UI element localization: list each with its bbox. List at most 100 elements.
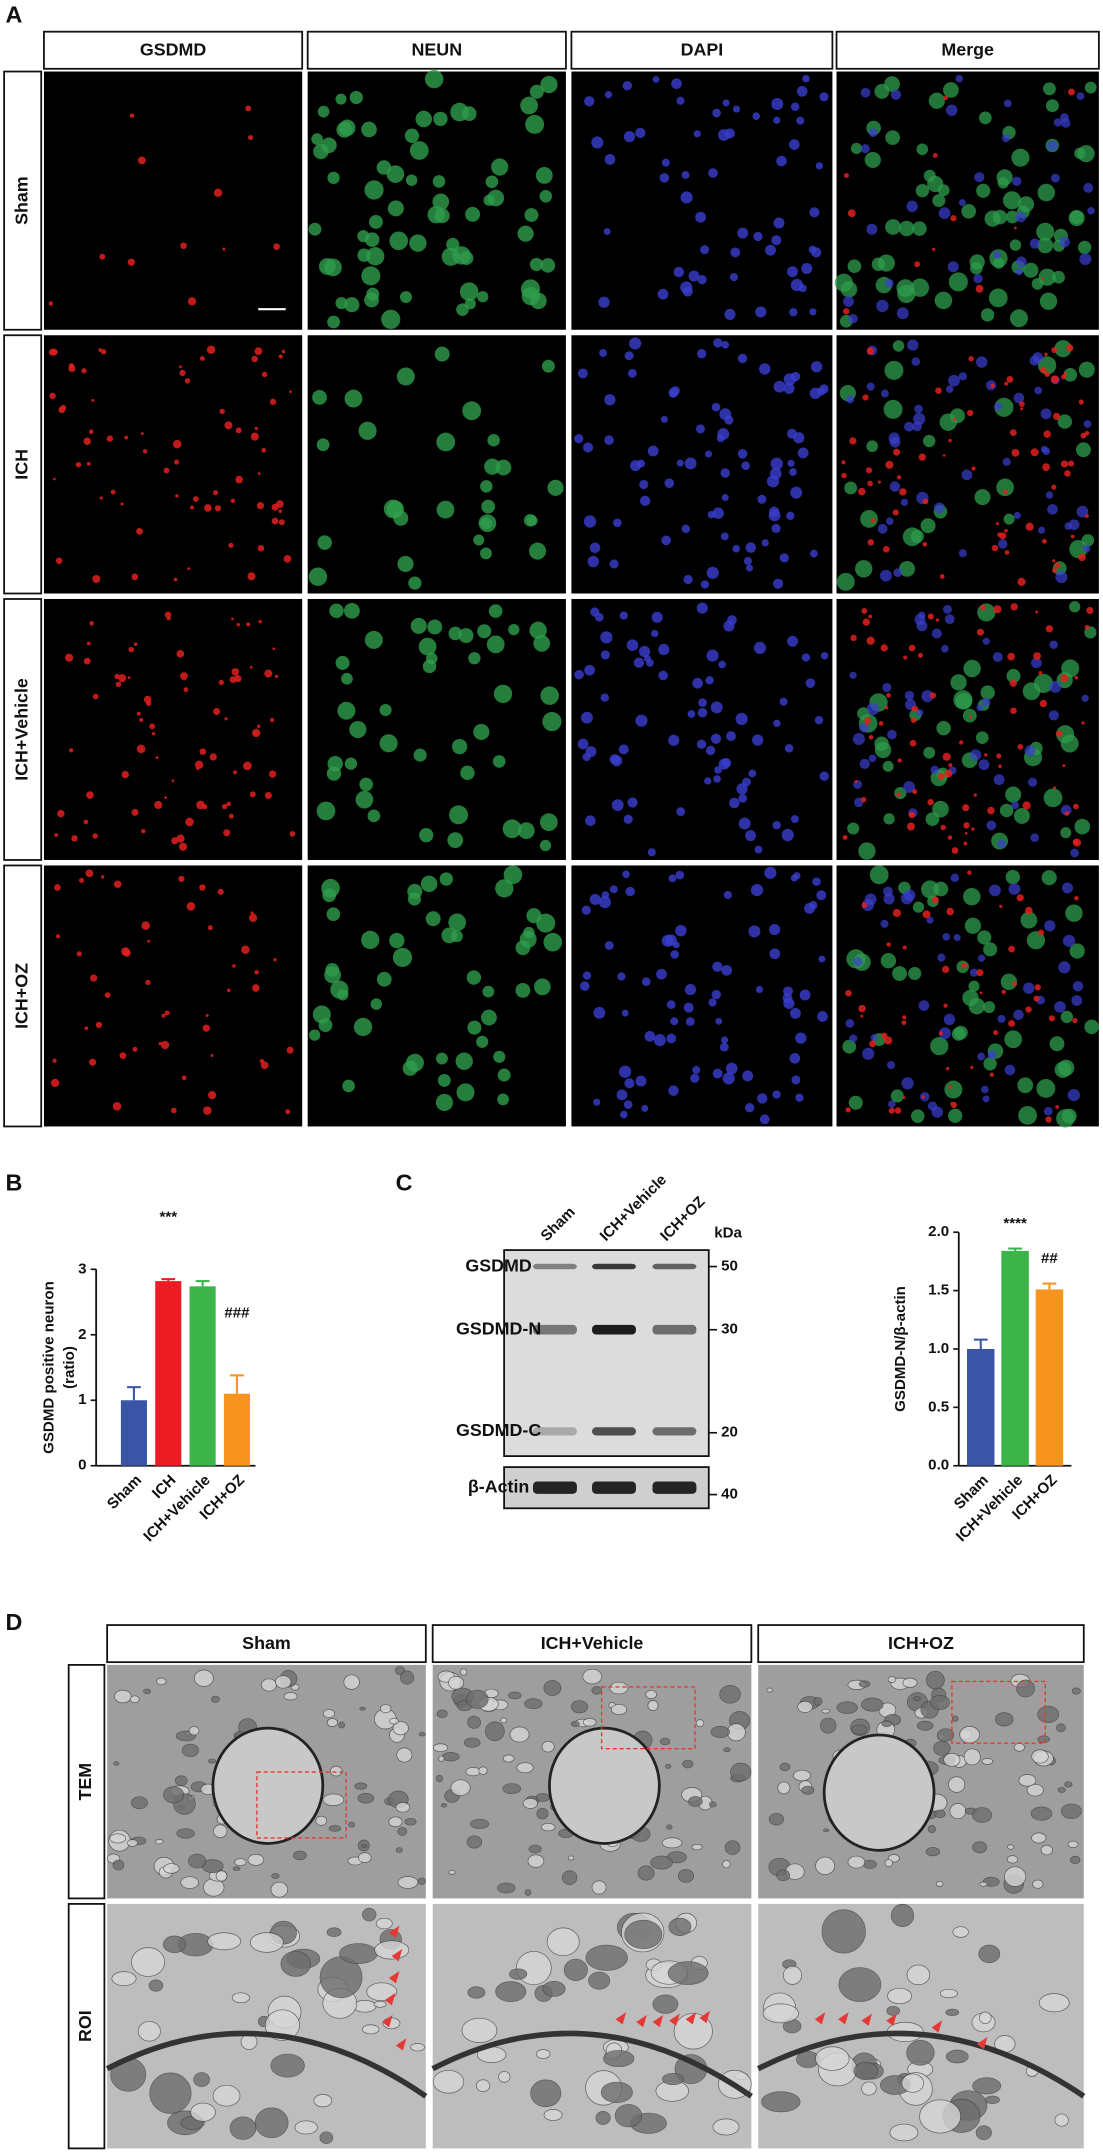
organelle	[410, 2043, 425, 2052]
cell	[915, 183, 930, 198]
micrograph-bg	[836, 71, 1099, 330]
cell	[889, 481, 901, 492]
cell	[948, 438, 952, 443]
cell	[60, 404, 67, 411]
bar	[967, 1348, 995, 1466]
blot-row-label: GSDMD-C	[456, 1420, 541, 1440]
micrograph	[571, 335, 833, 594]
cell	[995, 522, 999, 526]
cell	[404, 128, 420, 143]
cell	[1011, 448, 1020, 457]
y-tick-label: 1	[78, 1391, 86, 1408]
cell	[664, 478, 675, 489]
cell	[57, 809, 65, 818]
cell	[497, 1068, 511, 1082]
cell	[950, 1102, 954, 1105]
cell	[990, 383, 995, 388]
cell	[712, 108, 721, 118]
cell	[1017, 577, 1026, 586]
cell	[939, 574, 945, 579]
cell	[929, 692, 937, 699]
cell	[736, 783, 748, 795]
organelle	[129, 1695, 140, 1704]
cell	[858, 842, 876, 860]
organelle	[348, 1821, 356, 1828]
cell	[86, 461, 91, 466]
cell	[904, 690, 915, 701]
cell	[1054, 562, 1061, 569]
organelle	[280, 1950, 311, 1977]
cell	[180, 242, 187, 250]
cell	[697, 707, 708, 718]
cell	[906, 200, 918, 213]
cell	[83, 437, 91, 445]
cell	[123, 949, 131, 957]
cell	[969, 968, 979, 977]
cell	[249, 791, 256, 798]
cell	[232, 770, 238, 775]
micrograph-bg	[43, 71, 303, 330]
cell	[590, 607, 600, 617]
cell	[609, 885, 618, 894]
organelle	[776, 1869, 791, 1882]
organelle	[933, 1809, 946, 1819]
organelle	[112, 1859, 125, 1871]
cell	[226, 988, 231, 993]
cell	[418, 637, 437, 656]
cell	[526, 908, 542, 924]
cell	[902, 1096, 906, 1099]
cell	[776, 155, 787, 167]
cell	[942, 604, 952, 614]
cell	[151, 731, 156, 736]
column-header: GSDMD	[140, 40, 207, 60]
cell	[1002, 489, 1008, 495]
organelle	[793, 1769, 811, 1782]
organelle	[1069, 1855, 1081, 1865]
cell	[901, 1077, 914, 1090]
organelle	[963, 1748, 981, 1766]
cell	[1045, 625, 1054, 633]
cell	[993, 257, 1005, 269]
blot-membrane	[503, 1249, 710, 1458]
cell	[1042, 463, 1050, 471]
cell	[85, 869, 94, 878]
cell	[893, 448, 901, 456]
cell	[986, 820, 997, 831]
cell	[896, 307, 909, 320]
tem-image	[756, 1903, 1086, 2149]
cell	[876, 299, 889, 313]
micrograph	[307, 335, 566, 594]
organelle	[418, 1732, 426, 1737]
cell	[397, 555, 414, 573]
micrograph-bg	[571, 865, 833, 1127]
cell	[910, 278, 930, 297]
organelle	[723, 1747, 731, 1753]
cell	[1008, 945, 1015, 953]
organelle	[270, 2053, 305, 2078]
cell	[447, 832, 464, 849]
organelle	[524, 1889, 532, 1896]
tem-bg	[758, 1903, 1084, 2149]
organelle	[463, 1737, 481, 1748]
organelle	[114, 1689, 132, 1704]
organelle	[925, 1670, 945, 1690]
cell	[515, 940, 531, 956]
cell	[1022, 982, 1035, 994]
cell	[308, 222, 322, 236]
cell	[993, 1030, 999, 1036]
cell	[269, 717, 275, 723]
cell	[1003, 513, 1015, 525]
cell	[912, 789, 918, 795]
cell	[945, 104, 958, 116]
cell	[361, 121, 377, 138]
cell	[1051, 346, 1058, 354]
organelle	[210, 1695, 220, 1703]
cell	[698, 698, 707, 708]
cell	[943, 1003, 948, 1008]
organelle	[374, 1940, 410, 1960]
cell	[342, 1079, 355, 1093]
cell	[700, 245, 710, 255]
organelle	[1026, 1783, 1044, 1797]
cell	[991, 544, 999, 552]
cell	[644, 1030, 656, 1042]
